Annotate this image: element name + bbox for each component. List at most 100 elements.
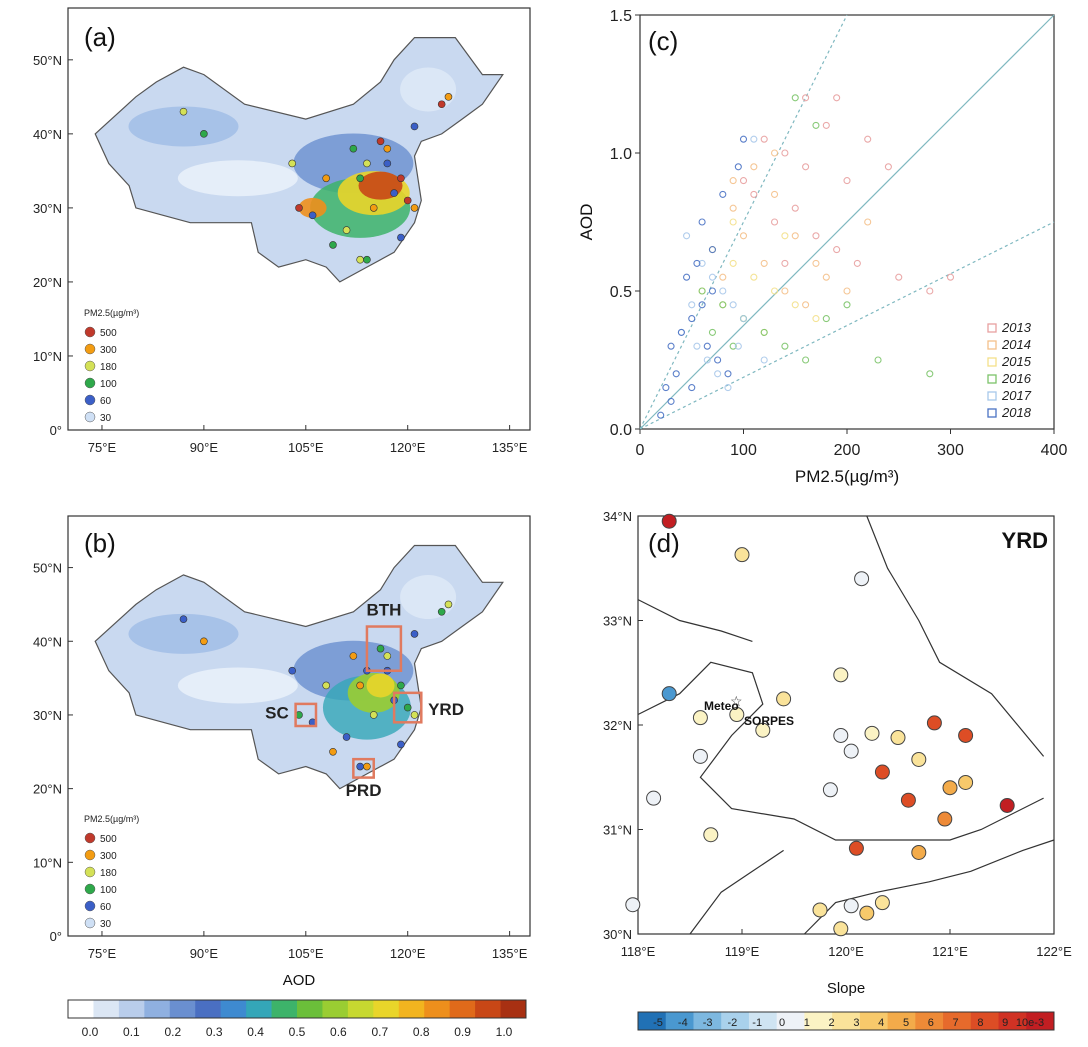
station-circle [874,895,890,911]
legend-label: 180 [100,362,117,373]
region-label-bth: BTH [366,600,401,619]
station-circle [942,780,958,796]
legend-label: 2018 [1001,405,1032,420]
station-dot [383,144,392,153]
station-dot [397,740,405,749]
y-axis-label: AOD [577,204,596,241]
data-point-2017 [698,259,706,267]
station-dot [288,666,297,675]
data-point-2016 [729,342,737,350]
colorbar-cell [804,1012,833,1030]
colorbar-tick-label: -4 [678,1017,688,1029]
region-label-sc: SC [265,704,289,723]
colorbar-tick-label: 8 [977,1017,983,1029]
legend-label: 2016 [1001,371,1032,386]
annotation-sorpes: SORPES [744,714,794,728]
station-dot [410,204,419,212]
data-point-2016 [760,328,768,336]
legend-swatch [987,340,997,350]
colorbar-cell [915,1012,944,1030]
y-tick-label: 1.0 [610,146,632,163]
station-dot [356,762,364,771]
colorbar-cell [373,1000,400,1018]
province-boundary [637,661,1044,841]
station-dot [363,159,371,168]
colorbar-title: AOD [283,972,316,989]
lat-tick-label: 20°N [33,782,62,797]
station-dot [363,762,371,771]
colorbar-tick-label: -3 [703,1017,713,1029]
colorbar-tick-label: 4 [878,1017,884,1029]
colorbar-cell [195,1000,222,1018]
data-point-2014 [771,149,779,157]
panel-label: (c) [648,26,678,56]
data-point-2017 [703,356,711,364]
station-circle [848,840,864,856]
data-point-2018 [734,163,742,171]
station-dot [376,644,385,653]
data-point-2016 [926,370,934,378]
data-point-2014 [739,232,748,240]
data-point-2018 [688,315,696,323]
data-point-2015 [729,218,737,226]
legend-swatch [84,326,96,338]
data-point-2013 [781,149,789,157]
data-point-2018 [667,342,675,350]
station-circle [958,774,974,790]
legend-swatch [84,917,96,929]
data-point-2016 [781,342,789,350]
station-circle [874,764,890,780]
data-point-2018 [672,370,680,378]
data-point-2014 [729,177,737,185]
data-point-2013 [802,94,810,102]
legend-swatch [84,377,96,389]
lon-tick-label: 120°E [390,440,426,455]
lon-tick-label: 135°E [492,440,528,455]
legend-label: 2017 [1001,388,1032,403]
legend-title: PM2.5(µg/m³) [84,308,139,318]
data-point-2013 [791,204,799,212]
lon-tick-label: 121°E [932,944,968,959]
station-dot [410,630,419,638]
colorbar-tick-label: 0.1 [123,1025,140,1039]
colorbar-tick-label: 0.8 [413,1025,430,1039]
station-circle [646,790,662,806]
data-point-2013 [781,259,789,267]
station-circle [911,751,927,767]
data-point-2013 [864,135,872,143]
colorbar-cell [638,1012,667,1030]
station-dot [322,681,330,690]
colorbar-tick-label: 0.4 [247,1025,264,1039]
station-circle [958,727,974,743]
data-point-2014 [802,301,810,309]
region-box-sc [294,702,318,728]
panel-b: (b) 0° 10°N 20°N 30°N 40°N 50°N 75°E 90°E 105°E… [0,500,544,1042]
lon-tick-label: 135°E [492,946,528,961]
station-circle [859,905,875,921]
reference-line [639,14,1055,430]
data-point-2014 [812,259,820,267]
panel-a: (a) 0° 10°N 20°N 30°N 40°N 50°N 75°E 90°E 105°E… [0,0,544,480]
colorbar-cell [220,1000,247,1018]
data-point-2014 [760,259,768,267]
station-dot [200,637,208,646]
aod-region-northwest [128,106,239,147]
station-circle [661,686,677,702]
x-tick-label: 400 [1041,442,1068,459]
lat-tick-label: 31°N [603,823,632,838]
colorbar-tick-label: 9 [1002,1017,1008,1029]
station-circle [854,571,870,587]
station-circle [843,743,859,759]
legend-label: 2014 [1001,337,1031,352]
colorbar-cell [943,1012,972,1030]
data-point-2014 [771,190,779,198]
station-circle [729,707,745,723]
colorbar-cell [118,1000,145,1018]
lat-tick-label: 32°N [603,718,632,733]
annotation-meteo: Meteo [704,699,739,713]
station-circle [900,792,916,808]
colorbar-cell [998,1012,1027,1030]
x-tick-label: 200 [834,442,861,459]
data-point-2018 [657,411,665,419]
data-point-2017 [724,384,732,392]
